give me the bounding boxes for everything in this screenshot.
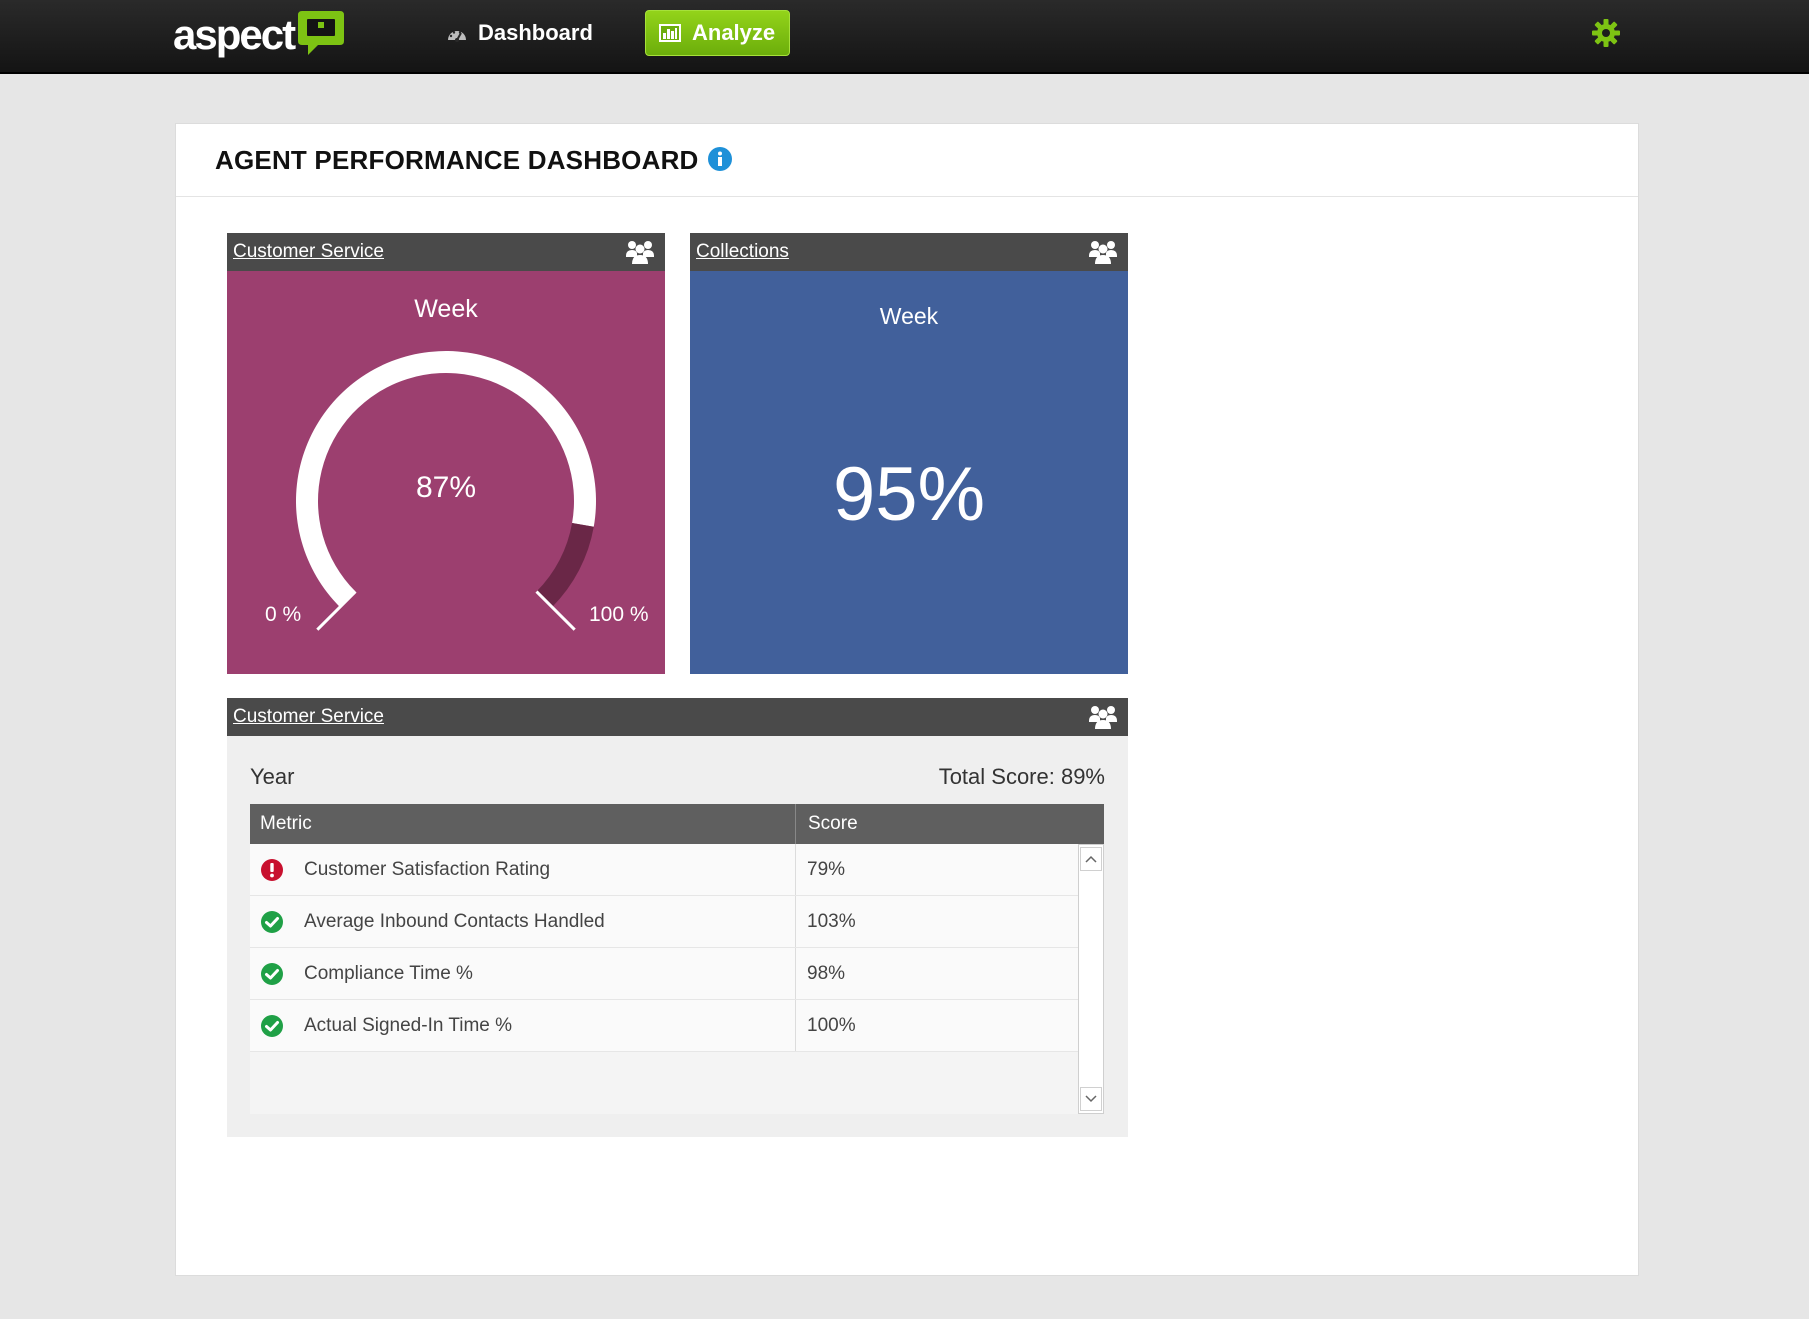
chevron-down-icon [1085, 1095, 1097, 1103]
scrollbar[interactable] [1078, 844, 1104, 1114]
gauge-max-tick [535, 590, 576, 631]
chevron-up-icon [1085, 855, 1097, 863]
period-label: Year [250, 764, 295, 789]
table-widget-body: Year Total Score: 89% Metric Score Custo… [227, 736, 1128, 1114]
nav-analyze[interactable]: Analyze [645, 10, 791, 56]
customer-service-link[interactable]: Customer Service [233, 241, 384, 262]
collections-link[interactable]: Collections [696, 241, 789, 262]
collections-tile: Week 95% [690, 271, 1128, 674]
nav-analyze-label: Analyze [692, 20, 776, 45]
table-row[interactable]: Compliance Time % 98% [250, 948, 1104, 1000]
customer-service-table-widget: Customer Service Year Total Score: 89% M… [227, 698, 1128, 1137]
widget-header: Customer Service [227, 233, 665, 271]
gauge-min-label: 0 % [265, 603, 302, 626]
logo-text: aspect [173, 11, 296, 58]
total-score: Total Score: 89% [938, 764, 1105, 789]
error-icon [261, 858, 283, 881]
metric-name: Average Inbound Contacts Handled [304, 910, 605, 932]
table-row[interactable]: Average Inbound Contacts Handled 103% [250, 896, 1104, 948]
nav-dashboard[interactable]: Dashboard [432, 10, 607, 56]
nav-dashboard-label: Dashboard [478, 20, 593, 45]
period-label: Week [879, 303, 939, 329]
gauge-tile: Week 87% 0 % 100 % [227, 271, 665, 674]
table-body: Customer Satisfaction Rating 79% Average I… [250, 844, 1104, 1114]
top-navigation-bar: aspect Dashboard Analyze [0, 0, 1809, 74]
collections-value: 95% [832, 452, 986, 537]
metric-cell: Average Inbound Contacts Handled [250, 896, 796, 947]
column-header-metric[interactable]: Metric [250, 804, 796, 844]
score-cell: 98% [807, 962, 846, 984]
speech-bubble-icon [298, 11, 345, 55]
metrics-table: Metric Score Customer Satisfaction Ratin… [250, 804, 1104, 1114]
page-title: AGENT PERFORMANCE DASHBOARD [215, 144, 699, 175]
check-icon [261, 910, 283, 933]
info-icon[interactable] [707, 146, 733, 172]
customer-service-link[interactable]: Customer Service [233, 706, 384, 727]
metric-cell: Customer Satisfaction Rating [250, 844, 796, 895]
gauge-filled-arc [296, 351, 596, 608]
gauge-value: 87% [415, 471, 477, 504]
speedometer-icon [448, 31, 466, 42]
table-row[interactable]: Customer Satisfaction Rating 79% [250, 844, 1104, 896]
score-cell: 103% [807, 910, 856, 932]
rows-container: Customer Satisfaction Rating 79% Average I… [250, 844, 1104, 1052]
metric-name: Customer Satisfaction Rating [304, 858, 551, 880]
check-icon [261, 962, 283, 985]
column-header-score[interactable]: Score [808, 813, 858, 834]
gauge-min-tick [316, 590, 357, 631]
metric-name: Compliance Time % [304, 962, 473, 984]
gauge-remaining-arc [536, 523, 594, 608]
customer-service-gauge-widget: Customer Service Week 87% 0 % 100 % [227, 233, 665, 674]
collections-widget: Collections Week 95% [690, 233, 1128, 674]
widget-header: Customer Service [227, 698, 1128, 736]
score-cell: 79% [807, 858, 846, 880]
period-row: Year Total Score: 89% [250, 736, 1105, 804]
score-cell: 100% [807, 1014, 856, 1036]
check-icon [261, 1014, 283, 1037]
metric-cell: Compliance Time % [250, 948, 796, 999]
metric-cell: Actual Signed-In Time % [250, 1000, 796, 1051]
widget-header: Collections [690, 233, 1128, 271]
group-icon[interactable] [1088, 704, 1118, 730]
metric-name: Actual Signed-In Time % [304, 1014, 513, 1036]
group-icon[interactable] [625, 239, 655, 265]
table-header: Metric Score [250, 804, 1104, 844]
aspect-logo[interactable]: aspect [173, 8, 346, 62]
period-label: Week [414, 295, 478, 323]
group-icon[interactable] [1088, 239, 1118, 265]
gauge-chart [296, 351, 596, 631]
panel-header: AGENT PERFORMANCE DASHBOARD [176, 124, 1638, 197]
table-row[interactable]: Actual Signed-In Time % 100% [250, 1000, 1104, 1052]
scroll-up-button[interactable] [1080, 847, 1102, 871]
gauge-max-label: 100 % [589, 603, 649, 626]
gear-icon[interactable] [1591, 18, 1621, 48]
scroll-down-button[interactable] [1080, 1087, 1102, 1111]
bar-chart-icon [659, 24, 681, 42]
